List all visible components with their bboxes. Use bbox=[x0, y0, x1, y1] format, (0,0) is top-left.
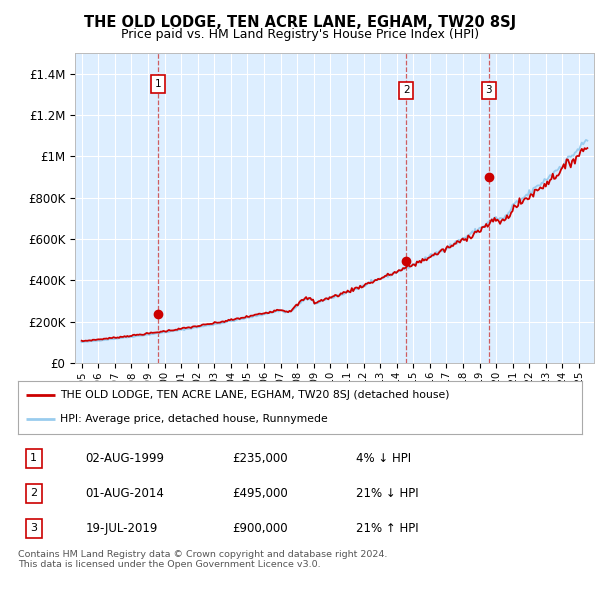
Text: 21% ↑ HPI: 21% ↑ HPI bbox=[356, 522, 419, 535]
Text: HPI: Average price, detached house, Runnymede: HPI: Average price, detached house, Runn… bbox=[60, 414, 328, 424]
Text: 3: 3 bbox=[485, 86, 492, 95]
Text: 2: 2 bbox=[30, 489, 37, 499]
Text: £235,000: £235,000 bbox=[232, 452, 288, 465]
Text: Contains HM Land Registry data © Crown copyright and database right 2024.
This d: Contains HM Land Registry data © Crown c… bbox=[18, 550, 388, 569]
Text: 02-AUG-1999: 02-AUG-1999 bbox=[86, 452, 164, 465]
Text: 21% ↓ HPI: 21% ↓ HPI bbox=[356, 487, 419, 500]
Text: 1: 1 bbox=[154, 79, 161, 89]
Text: THE OLD LODGE, TEN ACRE LANE, EGHAM, TW20 8SJ: THE OLD LODGE, TEN ACRE LANE, EGHAM, TW2… bbox=[84, 15, 516, 30]
Text: 19-JUL-2019: 19-JUL-2019 bbox=[86, 522, 158, 535]
Text: 4% ↓ HPI: 4% ↓ HPI bbox=[356, 452, 412, 465]
Text: Price paid vs. HM Land Registry's House Price Index (HPI): Price paid vs. HM Land Registry's House … bbox=[121, 28, 479, 41]
Text: £495,000: £495,000 bbox=[232, 487, 288, 500]
Text: £900,000: £900,000 bbox=[232, 522, 288, 535]
Text: THE OLD LODGE, TEN ACRE LANE, EGHAM, TW20 8SJ (detached house): THE OLD LODGE, TEN ACRE LANE, EGHAM, TW2… bbox=[60, 390, 450, 400]
Text: 1: 1 bbox=[30, 454, 37, 463]
Text: 2: 2 bbox=[403, 86, 410, 95]
Text: 01-AUG-2014: 01-AUG-2014 bbox=[86, 487, 164, 500]
Text: 3: 3 bbox=[30, 523, 37, 533]
